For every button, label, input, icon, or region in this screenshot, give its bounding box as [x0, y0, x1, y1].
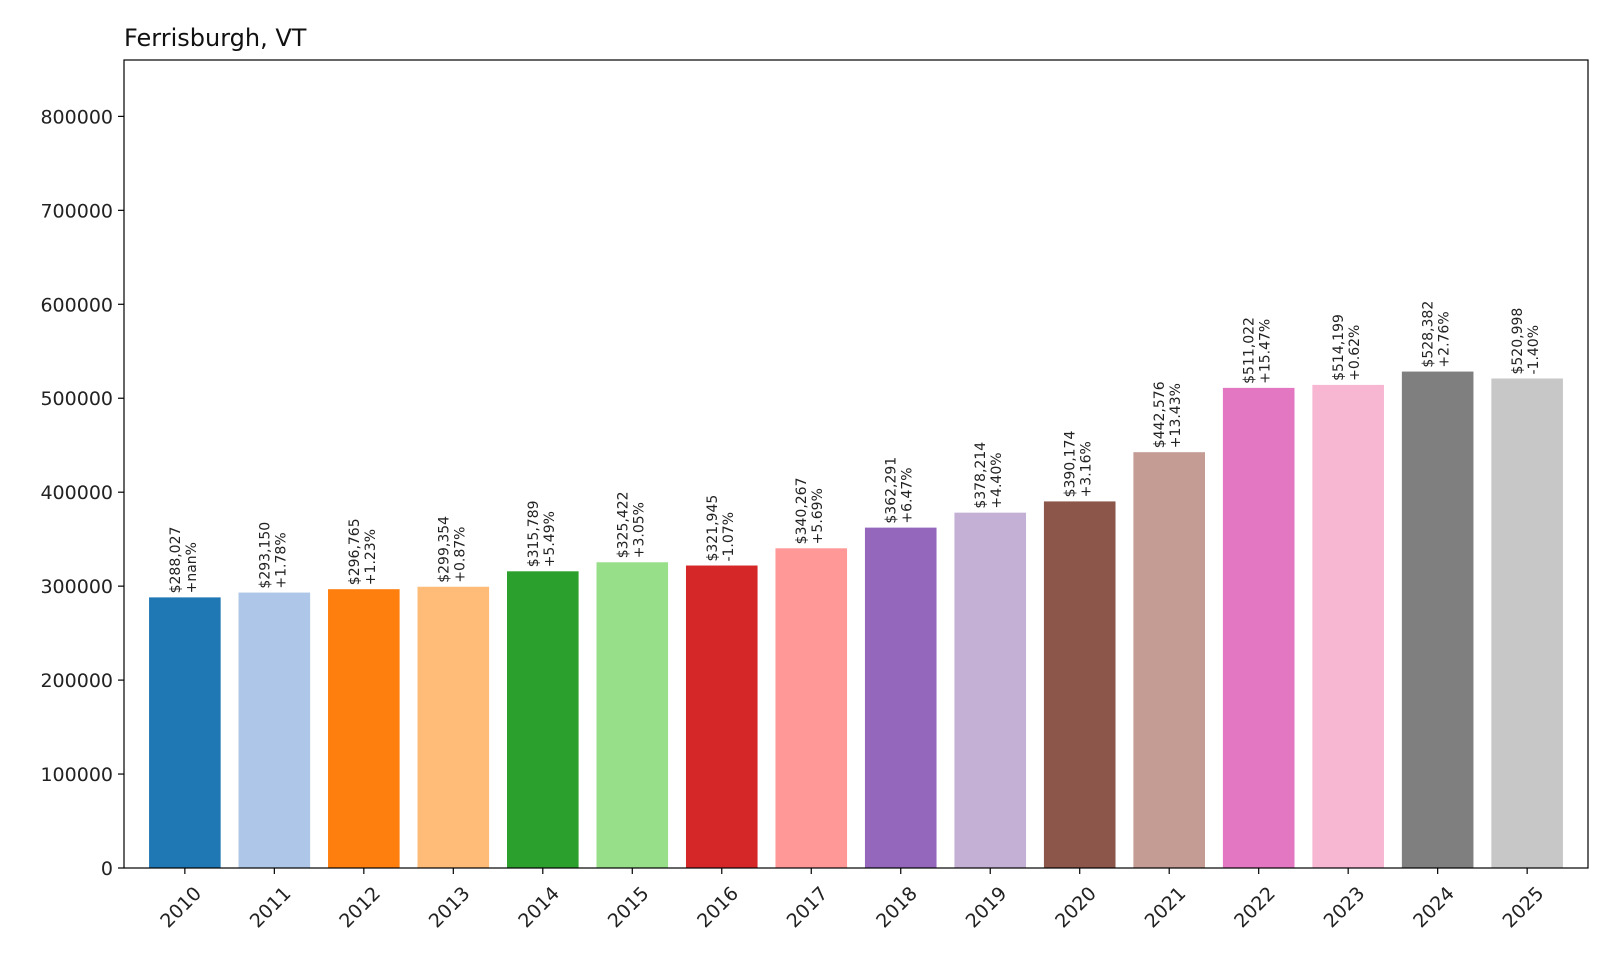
x-tick-label: 2012: [335, 883, 385, 933]
x-tick-label: 2020: [1051, 883, 1101, 933]
y-tick-label: 700000: [40, 200, 113, 222]
bar-change-label: +13.43%: [1168, 383, 1184, 448]
x-tick-label: 2017: [783, 883, 833, 933]
bar-2025: [1491, 378, 1563, 868]
bar-value-label: $340,267: [794, 477, 810, 544]
y-axis: 0 100000 200000 300000 400000 500000 600000 700…: [40, 106, 124, 880]
bar-2010: [149, 597, 221, 868]
x-tick-label: 2010: [156, 883, 206, 933]
bar-2020: [1043, 501, 1116, 868]
bar-value-label: $321,945: [705, 495, 721, 562]
x-tick-label: 2021: [1141, 883, 1191, 933]
bar-change-label: +1.78%: [273, 532, 289, 588]
bar-value-label: $299,354: [436, 516, 452, 583]
y-tick-label: 600000: [40, 294, 113, 316]
y-tick-label: 500000: [40, 388, 113, 410]
bar-change-label: -1.40%: [1526, 325, 1542, 375]
bar-value-label: $288,027: [168, 527, 184, 594]
bar-2021: [1133, 452, 1205, 868]
x-tick-label: 2023: [1320, 883, 1370, 933]
x-tick-label: 2019: [962, 883, 1012, 933]
bar-labels-group: $288,027 +nan% $293,150 +1.78% $296,765 +1.23…: [168, 301, 1542, 594]
bar-2011: [238, 592, 311, 868]
bar-value-label: $293,150: [257, 522, 273, 589]
plot-frame: [123, 59, 1589, 869]
bar-2019: [954, 512, 1027, 868]
bar-2012: [328, 589, 400, 868]
bar-2014: [507, 571, 579, 868]
bar-change-label: +nan%: [184, 542, 200, 593]
bar-value-label: $442,576: [1152, 381, 1168, 448]
x-tick-label: 2022: [1230, 883, 1280, 933]
x-tick-label: 2015: [604, 883, 654, 933]
x-axis: 2010 2011 2012 2013 2014 2015 2016 2017 2018 2019…: [156, 868, 1548, 932]
bar-change-label: +4.40%: [989, 452, 1005, 508]
bar-value-label: $520,998: [1510, 308, 1526, 375]
bar-change-label: +5.69%: [810, 488, 826, 544]
bar-change-label: +6.47%: [900, 467, 916, 523]
bar-value-label: $390,174: [1063, 431, 1079, 498]
bar-value-label: $315,789: [526, 500, 542, 567]
x-tick-label: 2013: [425, 883, 475, 933]
bar-change-label: -1.07%: [721, 512, 737, 562]
bar-value-label: $514,199: [1331, 314, 1347, 381]
bar-value-label: $325,422: [615, 491, 631, 558]
x-tick-label: 2016: [693, 883, 743, 933]
bar-value-label: $511,022: [1242, 317, 1258, 384]
bar-value-label: $296,765: [347, 518, 363, 585]
bar-change-label: +3.16%: [1079, 441, 1095, 497]
y-tick-label: 200000: [40, 670, 113, 692]
x-tick-label: 2011: [246, 883, 296, 933]
bar-change-label: +5.49%: [542, 511, 558, 567]
bar-change-label: +0.62%: [1347, 325, 1363, 381]
y-tick-label: 100000: [40, 764, 113, 786]
bar-change-label: +0.87%: [452, 527, 468, 583]
bar-change-label: +1.23%: [363, 529, 379, 585]
bar-2018: [864, 527, 937, 868]
bar-value-label: $362,291: [884, 457, 900, 524]
bar-change-label: +2.76%: [1437, 311, 1453, 367]
y-tick-label: 300000: [40, 576, 113, 598]
chart-title: Ferrisburgh, VT: [124, 24, 307, 52]
bar-2023: [1312, 384, 1384, 868]
bar-2022: [1222, 387, 1295, 868]
x-tick-label: 2025: [1499, 883, 1549, 933]
x-tick-label: 2024: [1409, 883, 1459, 933]
y-tick-label: 800000: [40, 106, 113, 128]
bar-2013: [417, 586, 490, 868]
y-tick-label: 0: [101, 858, 113, 880]
y-tick-label: 400000: [40, 482, 113, 504]
bar-2024: [1401, 371, 1474, 868]
bar-value-label: $378,214: [973, 442, 989, 509]
x-tick-label: 2014: [514, 883, 564, 933]
x-tick-label: 2018: [872, 883, 922, 933]
bar-2016: [685, 565, 758, 868]
bars-group: [149, 371, 1563, 868]
bar-2017: [775, 548, 848, 868]
bar-change-label: +15.47%: [1258, 319, 1274, 384]
bar-value-label: $528,382: [1421, 301, 1437, 368]
bar-change-label: +3.05%: [631, 502, 647, 558]
bar-2015: [596, 562, 669, 868]
